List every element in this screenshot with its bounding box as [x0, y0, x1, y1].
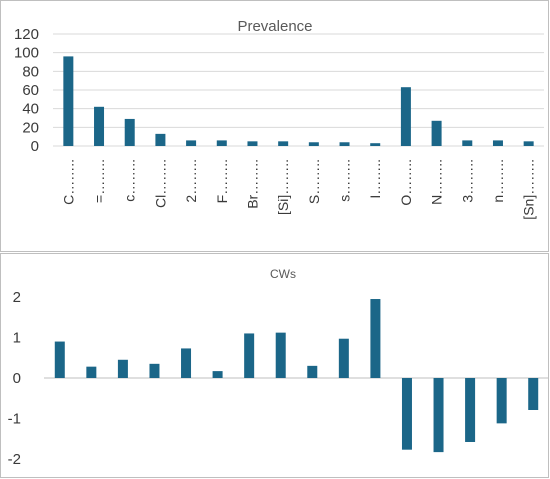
bar [117, 359, 128, 378]
bar [247, 141, 258, 146]
x-category-label: n…….. [490, 159, 506, 203]
bar [275, 332, 286, 378]
x-category-label: s…….. [337, 159, 353, 202]
cws-chart: CWs -2 -1 0 1 2 [8, 267, 549, 468]
y-tick-label: 0 [31, 138, 39, 155]
bar [338, 338, 349, 378]
bar [155, 133, 166, 146]
prevalence-chart-panel: Prevalence 0 20 40 60 80 100 120 C…….. =…….. c……… [0, 0, 549, 252]
bar [433, 378, 444, 453]
bar [400, 87, 411, 146]
x-category-label: Cl…….. [152, 159, 168, 208]
x-category-label: I…….. [367, 159, 383, 199]
bar [308, 142, 319, 146]
x-category-label: F…….. [214, 159, 230, 203]
bar [492, 140, 503, 146]
chart-title: Prevalence [237, 18, 312, 35]
bar [307, 365, 318, 378]
bar [523, 141, 534, 146]
bar [401, 378, 412, 450]
bar [339, 142, 350, 146]
x-category-label: 3…….. [459, 159, 475, 203]
bar [370, 299, 381, 378]
bar [149, 363, 160, 378]
y-tick-label: -1 [8, 411, 21, 428]
bar [370, 143, 381, 146]
y-tick-label: 80 [22, 63, 39, 80]
bar [181, 348, 192, 378]
x-category-label: 2…….. [183, 159, 199, 203]
x-category-label: Br…….. [244, 159, 260, 209]
bar [528, 378, 539, 410]
bar [278, 141, 289, 146]
bar [86, 366, 97, 378]
x-category-label: [Si]…….. [275, 159, 291, 215]
bar [216, 140, 227, 146]
y-tick-label: 60 [22, 82, 39, 99]
chart-title: CWs [270, 267, 296, 281]
bar [124, 118, 135, 146]
bar [496, 378, 507, 424]
bar [63, 56, 74, 146]
bar [94, 106, 105, 146]
y-tick-label: 100 [14, 45, 39, 62]
bar [244, 333, 255, 378]
x-category-label: N…….. [429, 159, 445, 205]
y-tick-label: 2 [13, 289, 21, 306]
x-category-label: C…….. [60, 159, 76, 205]
bar [465, 378, 476, 442]
x-category-label: S…….. [306, 159, 322, 204]
x-category-label: [Sn]…….. [521, 159, 537, 220]
y-tick-label: 0 [13, 370, 21, 387]
x-category-label: O…….. [398, 159, 414, 206]
bar [212, 371, 223, 378]
y-tick-label: -2 [8, 451, 21, 468]
bar [186, 140, 197, 146]
cws-chart-panel: CWs -2 -1 0 1 2 [0, 253, 549, 478]
y-tick-label: 1 [13, 330, 21, 347]
bar [54, 341, 65, 378]
y-tick-label: 120 [14, 26, 39, 43]
y-tick-label: 20 [22, 119, 39, 136]
y-tick-label: 40 [22, 101, 39, 118]
bar [462, 140, 473, 146]
bar [431, 120, 442, 146]
x-category-label: c…….. [122, 159, 138, 202]
x-category-label: =…….. [91, 159, 107, 203]
